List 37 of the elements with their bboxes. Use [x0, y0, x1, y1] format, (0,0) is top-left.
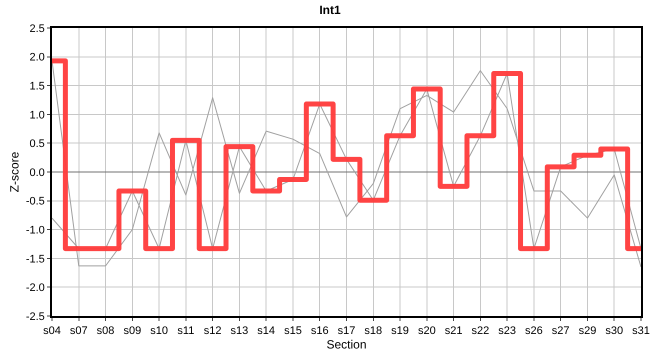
x-tick-label: s27 [552, 325, 570, 338]
y-axis-title: Z-score [8, 151, 22, 192]
x-tick-label: s08 [96, 325, 114, 338]
x-tick-label: s11 [177, 325, 194, 338]
y-tick-label: -2.5 [26, 310, 45, 323]
y-tick-label: 2.5 [30, 22, 45, 35]
x-tick-label: s26 [525, 325, 543, 338]
y-tick-label: -2.0 [26, 282, 45, 294]
x-tick-label: s04 [43, 325, 61, 338]
y-tick-label: 0.5 [30, 138, 45, 150]
x-tick-label: s15 [284, 325, 302, 338]
x-tick-label: s10 [150, 325, 168, 338]
x-tick-label: s16 [310, 325, 329, 338]
y-tick-label: 0.0 [30, 166, 45, 179]
x-tick-label: s13 [230, 325, 248, 338]
x-tick-label: s31 [632, 325, 650, 338]
x-tick-label: s29 [578, 325, 596, 338]
y-tick-label: -0.5 [26, 196, 45, 208]
x-tick-label: s09 [123, 325, 142, 338]
x-tick-label: s12 [204, 325, 222, 338]
y-tick-label: 2.0 [30, 52, 45, 64]
x-axis-title: Section [326, 338, 367, 352]
y-tick-label: -1.0 [26, 224, 45, 236]
y-tick-label: 1.0 [30, 109, 45, 122]
y-tick-label: 1.5 [30, 80, 45, 92]
x-tick-label: s21 [444, 325, 462, 338]
y-tick-label: -1.5 [26, 253, 45, 266]
x-tick-label: s22 [471, 325, 490, 338]
x-tick-label: s07 [70, 325, 88, 338]
chart-title: Int1 [319, 2, 341, 17]
x-tick-label: s20 [418, 325, 436, 338]
x-tick-label: s23 [498, 325, 516, 338]
x-tick-label: s14 [257, 325, 276, 338]
x-tick-label: s17 [338, 325, 356, 338]
x-tick-label: s30 [605, 325, 624, 338]
x-tick-label: s18 [364, 325, 382, 338]
x-tick-label: s19 [391, 325, 409, 338]
